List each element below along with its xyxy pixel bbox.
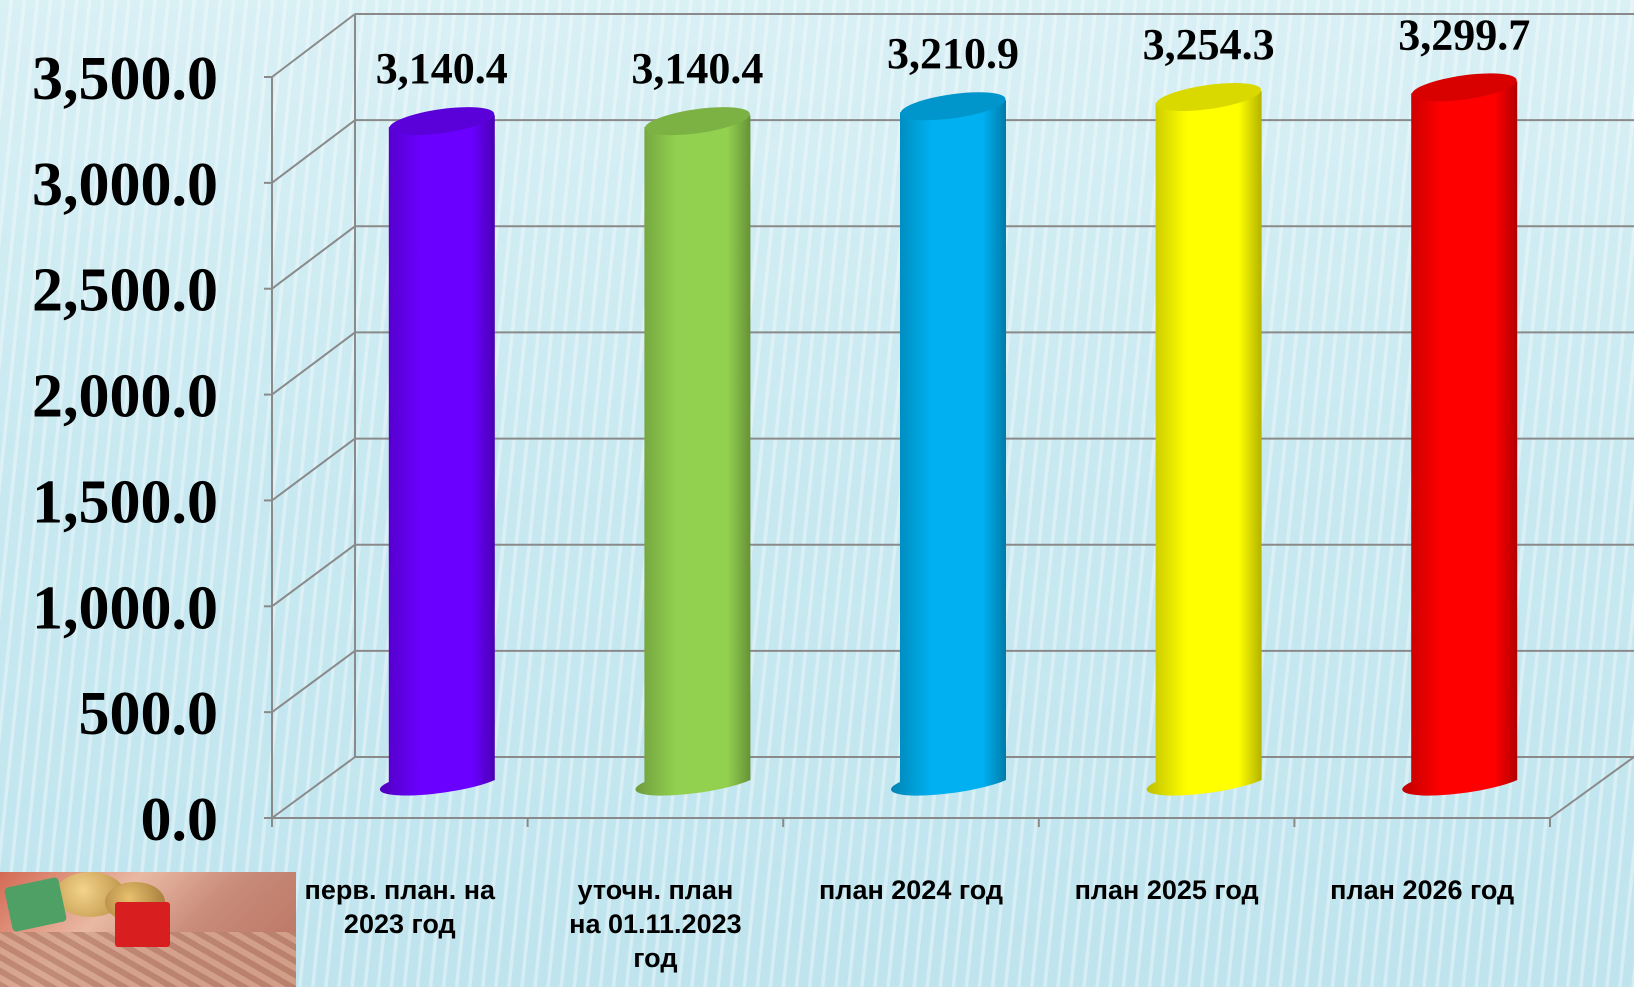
- bar-2: [635, 115, 751, 796]
- y-tick-label: 2,500.0: [32, 257, 218, 325]
- bar-top-4: [1156, 83, 1262, 112]
- gridline-diagonal: [271, 756, 356, 819]
- gridline-diagonal: [271, 650, 356, 713]
- y-tick-label: 500.0: [79, 680, 219, 748]
- y-tick-label: 1,500.0: [32, 468, 218, 536]
- x-tick-label-line: план 2024 год: [818, 875, 1004, 905]
- x-tick-label-line: перв. план. на: [304, 875, 496, 905]
- x-tick-label-line: год: [633, 943, 678, 973]
- x-tick-label-line: план 2025 год: [1074, 875, 1259, 905]
- x-tick-label-1: перв. план. на 2023 год: [280, 873, 520, 941]
- bar-top-3: [900, 92, 1006, 121]
- data-label-2: 3,140.4: [631, 44, 763, 93]
- x-tick-label-2: уточн. план на 01.11.2023 год: [535, 873, 775, 975]
- green-house-shape: [3, 876, 68, 933]
- x-tick-label-5: план 2026 год: [1302, 873, 1542, 907]
- y-tick-layer: 0.0 500.0 1,000.0 1,500.0 2,000.0 2,500.0 3,00…: [32, 45, 218, 854]
- gridline-diagonal: [271, 331, 356, 396]
- money-houses-photo: [0, 872, 296, 987]
- data-label-layer: 3,140.4 3,140.4 3,210.9 3,254.3 3,299.7: [376, 10, 1530, 93]
- data-label-5: 3,299.7: [1398, 10, 1530, 59]
- y-tick-label: 2,000.0: [32, 363, 218, 431]
- x-tick-label-3: план 2024 год: [791, 873, 1031, 907]
- bar-top-5: [1411, 73, 1517, 102]
- data-label-3: 3,210.9: [887, 29, 1019, 78]
- y-tick-label: 1,000.0: [32, 574, 218, 642]
- red-house-shape: [115, 902, 170, 947]
- bar-4: [1146, 91, 1262, 796]
- gridline-diagonal: [271, 119, 356, 184]
- bar-top-1: [389, 107, 495, 136]
- x-tick-label-4: план 2025 год: [1047, 873, 1287, 907]
- bars-layer: [379, 73, 1518, 796]
- data-label-4: 3,254.3: [1143, 20, 1275, 69]
- bar-top-2: [644, 107, 750, 136]
- gridline-diagonal: [271, 437, 356, 502]
- bar-3: [891, 100, 1006, 796]
- y-tick-label: 3,500.0: [32, 45, 218, 113]
- gridline-diagonal: [271, 225, 356, 290]
- gridline-diagonal: [271, 543, 356, 608]
- x-tick-label-line: уточн. план: [577, 875, 734, 905]
- data-label-1: 3,140.4: [376, 44, 508, 93]
- x-tick-label-line: на 01.11.2023: [569, 909, 742, 939]
- bar-5: [1402, 81, 1518, 796]
- gridline-diagonal: [271, 13, 356, 78]
- x-tick-label-line: 2023 год: [343, 909, 456, 939]
- y-tick-label: 0.0: [141, 786, 219, 854]
- y-tick-label: 3,000.0: [32, 151, 218, 219]
- floor-edge: [1549, 756, 1634, 819]
- x-tick-label-line: план 2026 год: [1330, 875, 1515, 905]
- bar-1: [379, 115, 495, 796]
